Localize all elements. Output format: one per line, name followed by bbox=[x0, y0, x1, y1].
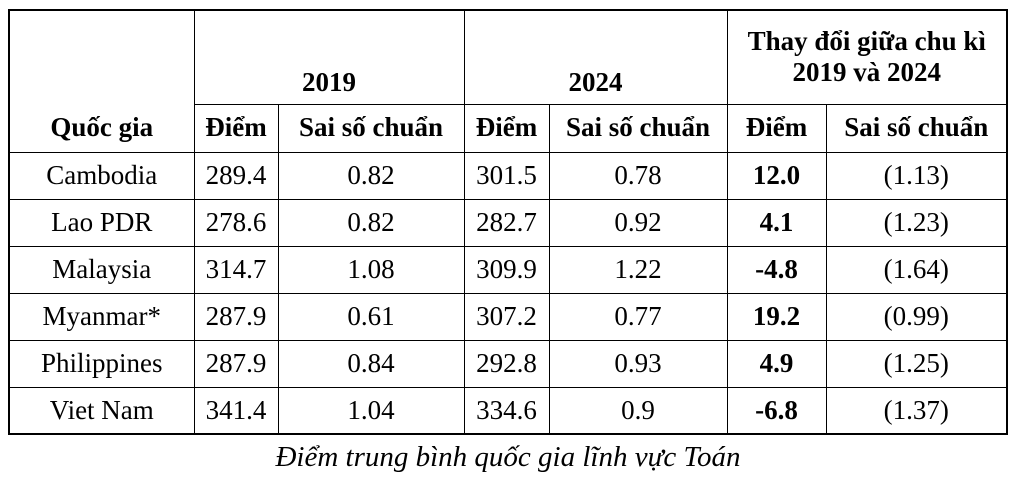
se-2019-cell: 1.04 bbox=[277, 386, 465, 435]
table-caption: Điểm trung bình quốc gia lĩnh vực Toán bbox=[275, 441, 741, 473]
score-2019-cell: 289.4 bbox=[193, 151, 279, 200]
score-2024-cell: 334.6 bbox=[463, 386, 550, 435]
subheader-score-change: Điểm bbox=[726, 103, 827, 153]
subheader-score-2019: Điểm bbox=[193, 103, 279, 153]
change-se-cell: (1.13) bbox=[825, 151, 1008, 200]
subheader-se-2019: Sai số chuẩn bbox=[277, 103, 465, 153]
se-2024-cell: 0.93 bbox=[548, 339, 728, 388]
change-se-cell: (1.25) bbox=[825, 339, 1008, 388]
score-2019-cell: 314.7 bbox=[193, 245, 279, 294]
table-row-viet-nam: Viet Nam 341.4 1.04 334.6 0.9 -6.8 (1.37… bbox=[8, 386, 1008, 435]
country-scores-table: Quốc gia 2019 2024 Thay đổi giữa chu kì … bbox=[8, 9, 1008, 435]
change-score-cell: 4.9 bbox=[726, 339, 827, 388]
se-2024-cell: 0.78 bbox=[548, 151, 728, 200]
header-group-row: Quốc gia 2019 2024 Thay đổi giữa chu kì … bbox=[8, 9, 1008, 153]
se-2019-cell: 0.82 bbox=[277, 198, 465, 247]
se-2019-cell: 0.84 bbox=[277, 339, 465, 388]
score-2019-cell: 341.4 bbox=[193, 386, 279, 435]
change-se-cell: (1.23) bbox=[825, 198, 1008, 247]
country-cell: Philippines bbox=[8, 339, 195, 388]
score-2024-cell: 292.8 bbox=[463, 339, 550, 388]
change-se-cell: (1.37) bbox=[825, 386, 1008, 435]
se-2019-cell: 0.61 bbox=[277, 292, 465, 341]
header-change-2019-2024: Thay đổi giữa chu kì 2019 và 2024 bbox=[726, 9, 1008, 105]
table-row-malaysia: Malaysia 314.7 1.08 309.9 1.22 -4.8 (1.6… bbox=[8, 245, 1008, 294]
se-2019-cell: 0.82 bbox=[277, 151, 465, 200]
table-row-myanmar: Myanmar* 287.9 0.61 307.2 0.77 19.2 (0.9… bbox=[8, 292, 1008, 341]
score-2024-cell: 301.5 bbox=[463, 151, 550, 200]
table-row-cambodia: Cambodia 289.4 0.82 301.5 0.78 12.0 (1.1… bbox=[8, 151, 1008, 200]
se-2024-cell: 1.22 bbox=[548, 245, 728, 294]
country-cell: Cambodia bbox=[8, 151, 195, 200]
table-row-lao-pdr: Lao PDR 278.6 0.82 282.7 0.92 4.1 (1.23) bbox=[8, 198, 1008, 247]
change-se-cell: (1.64) bbox=[825, 245, 1008, 294]
subheader-se-2024: Sai số chuẩn bbox=[548, 103, 728, 153]
country-cell: Viet Nam bbox=[8, 386, 195, 435]
se-2024-cell: 0.92 bbox=[548, 198, 728, 247]
se-2019-cell: 1.08 bbox=[277, 245, 465, 294]
country-cell: Lao PDR bbox=[8, 198, 195, 247]
header-2019: 2019 bbox=[193, 9, 465, 105]
subheader-se-change: Sai số chuẩn bbox=[825, 103, 1008, 153]
country-cell: Myanmar* bbox=[8, 292, 195, 341]
change-score-cell: 4.1 bbox=[726, 198, 827, 247]
se-2024-cell: 0.9 bbox=[548, 386, 728, 435]
se-2024-cell: 0.77 bbox=[548, 292, 728, 341]
change-score-cell: 19.2 bbox=[726, 292, 827, 341]
country-cell: Malaysia bbox=[8, 245, 195, 294]
change-score-cell: 12.0 bbox=[726, 151, 827, 200]
score-2024-cell: 307.2 bbox=[463, 292, 550, 341]
header-country: Quốc gia bbox=[8, 9, 195, 153]
change-se-cell: (0.99) bbox=[825, 292, 1008, 341]
score-2019-cell: 287.9 bbox=[193, 292, 279, 341]
score-2024-cell: 309.9 bbox=[463, 245, 550, 294]
subheader-score-2024: Điểm bbox=[463, 103, 550, 153]
change-score-cell: -4.8 bbox=[726, 245, 827, 294]
change-score-cell: -6.8 bbox=[726, 386, 827, 435]
table-row-philippines: Philippines 287.9 0.84 292.8 0.93 4.9 (1… bbox=[8, 339, 1008, 388]
header-2024: 2024 bbox=[463, 9, 728, 105]
score-2019-cell: 278.6 bbox=[193, 198, 279, 247]
score-2024-cell: 282.7 bbox=[463, 198, 550, 247]
score-2019-cell: 287.9 bbox=[193, 339, 279, 388]
